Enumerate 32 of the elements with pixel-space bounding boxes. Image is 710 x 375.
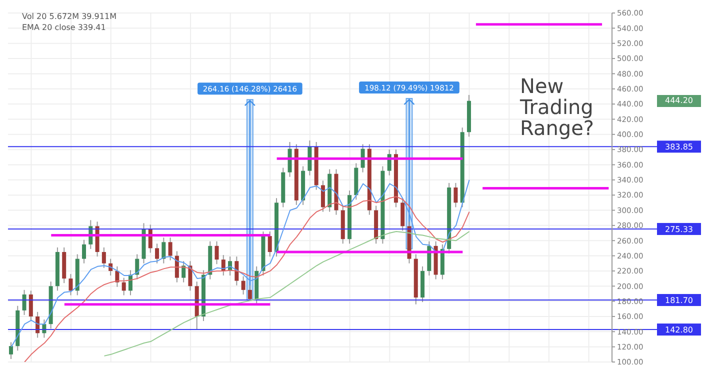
- candlestick: [122, 277, 126, 296]
- candlestick: [174, 250, 179, 283]
- candlestick: [168, 237, 172, 261]
- candlestick: [68, 273, 73, 296]
- candlestick: [82, 239, 86, 264]
- candlestick: [268, 231, 272, 258]
- candlestick: [9, 342, 13, 360]
- candlestick: [454, 182, 458, 208]
- candlestick: [162, 237, 166, 264]
- candlestick: [28, 290, 33, 322]
- annotation: Vol 20 5.672M 39.911M: [22, 12, 116, 21]
- candlestick: [135, 254, 140, 280]
- line-series: [104, 231, 470, 356]
- ref-line-label: 275.33: [665, 224, 693, 234]
- candlestick: [241, 276, 246, 295]
- ref-line-label: 383.85: [665, 142, 693, 152]
- candlestick: [102, 246, 106, 268]
- candlestick: [214, 240, 219, 265]
- candlestick: [155, 243, 160, 264]
- ref-line-label: 181.70: [665, 296, 693, 306]
- ref-line-label: 142.80: [665, 326, 693, 335]
- candlestick: [188, 260, 192, 292]
- candlestick: [400, 198, 405, 232]
- annotation: New Trading Range?: [520, 74, 594, 140]
- annotation: EMA 20 close 339.41: [22, 23, 106, 32]
- candlestick: [320, 180, 325, 212]
- candlestick: [248, 284, 252, 301]
- candlestick: [22, 289, 26, 316]
- candlestick: [182, 260, 186, 283]
- candlestick: [234, 256, 239, 286]
- text: 444.20: [657, 94, 701, 107]
- line-series: [24, 196, 470, 362]
